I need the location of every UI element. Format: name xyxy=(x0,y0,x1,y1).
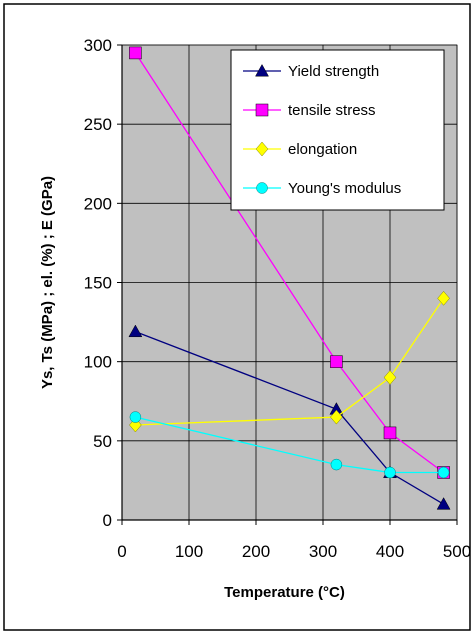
y-tick-label: 0 xyxy=(103,511,112,530)
legend-label-tensile-stress: tensile stress xyxy=(288,102,376,119)
data-point-young-s-modulus xyxy=(129,411,142,423)
y-tick-label: 50 xyxy=(93,432,112,451)
data-point-young-s-modulus xyxy=(437,466,450,479)
series-line-elongation xyxy=(135,297,445,426)
series-line-young-s-modulus xyxy=(135,416,444,474)
data-point-tensile-stress xyxy=(129,46,142,60)
axes: 0 50 100 150 200 250 300 0 100 200 300 400 500 xyxy=(84,36,472,561)
y-tick-label: 150 xyxy=(84,274,112,293)
data-point-yield-strength xyxy=(128,324,143,338)
legend-marker-tensile-stress xyxy=(255,103,269,117)
series-young-s-modulus xyxy=(129,411,450,479)
x-tick-label: 500 xyxy=(443,542,471,561)
x-tick-label: 0 xyxy=(117,542,126,561)
legend-marker-yield-strength xyxy=(255,63,269,77)
data-point-tensile-stress xyxy=(383,426,397,440)
legend-label-yield-strength: Yield strength xyxy=(288,63,379,80)
series-line-yield-strength xyxy=(135,330,444,505)
y-tick-label: 300 xyxy=(84,36,112,55)
x-tick-label: 100 xyxy=(175,542,203,561)
legend-marker-young-s-modulus xyxy=(256,182,268,194)
legend-label-young-s-modulus: Young's modulus xyxy=(288,180,401,197)
y-tick-label: 200 xyxy=(84,194,112,213)
data-point-young-s-modulus xyxy=(330,458,343,471)
x-axis-title: Temperature (°C) xyxy=(224,584,345,601)
data-point-elongation xyxy=(330,409,343,425)
series-layer xyxy=(128,46,451,510)
y-tick-label: 250 xyxy=(84,115,112,134)
legend-label-elongation: elongation xyxy=(288,141,357,158)
legend-marker-elongation xyxy=(255,141,269,157)
y-tick-label: 100 xyxy=(84,353,112,372)
y-axis-title: Ys, Ts (MPa) ; el. (%) ; E (GPa) xyxy=(39,176,56,389)
x-tick-label: 200 xyxy=(242,542,270,561)
data-point-tensile-stress xyxy=(330,355,343,368)
legend-box xyxy=(230,49,445,211)
data-point-elongation xyxy=(437,290,450,306)
data-point-elongation xyxy=(383,370,397,385)
x-tick-label: 300 xyxy=(309,542,337,561)
data-point-yield-strength xyxy=(436,497,451,510)
x-tick-label: 400 xyxy=(376,542,404,561)
data-point-young-s-modulus xyxy=(384,466,396,479)
legend: Yield strength tensile stress elongation Yo… xyxy=(230,49,445,211)
